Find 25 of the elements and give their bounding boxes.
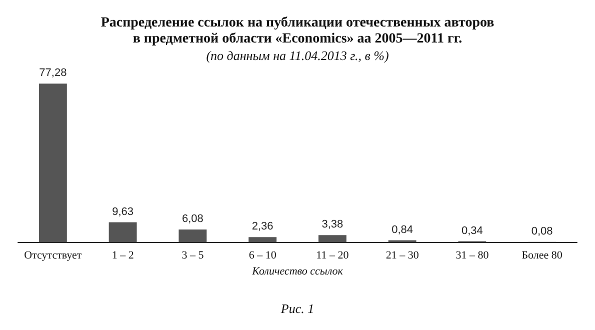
data-label: 77,28: [39, 67, 67, 80]
x-axis-title: Количество ссылок: [251, 266, 344, 278]
x-tick-label: 11 – 20: [316, 250, 350, 262]
data-label: 0,08: [531, 225, 553, 238]
bar: [318, 235, 346, 242]
x-tick-label: Отсутствует: [24, 250, 82, 262]
x-tick-label: 31 – 80: [456, 250, 490, 262]
bar: [178, 230, 207, 242]
x-tick-label: 3 – 5: [182, 250, 204, 262]
data-label: 6,08: [182, 213, 204, 226]
x-tick-label: 1 – 2: [112, 250, 134, 262]
data-label: 0,34: [461, 224, 483, 237]
text: Рис. 1: [280, 301, 314, 316]
x-tick-label: Более 80: [522, 250, 563, 262]
bar: [38, 84, 67, 242]
data-label: 9,63: [112, 206, 134, 218]
x-tick-label: 21 – 30: [386, 250, 420, 262]
chart-title: Распределение ссылок на публикации отечественных авторов в предметной области «Economics» аа 2005—2011 гг.: [100, 16, 495, 46]
bar: [248, 237, 277, 242]
data-label: 2,36: [252, 220, 274, 233]
bar: [108, 222, 137, 242]
chart-subtitle: (по данным на 11.04.2013 г., в %): [206, 48, 389, 63]
x-tick-label: 6 – 10: [248, 250, 277, 262]
data-label: 3,38: [322, 218, 344, 231]
data-label: 0,84: [392, 224, 414, 236]
